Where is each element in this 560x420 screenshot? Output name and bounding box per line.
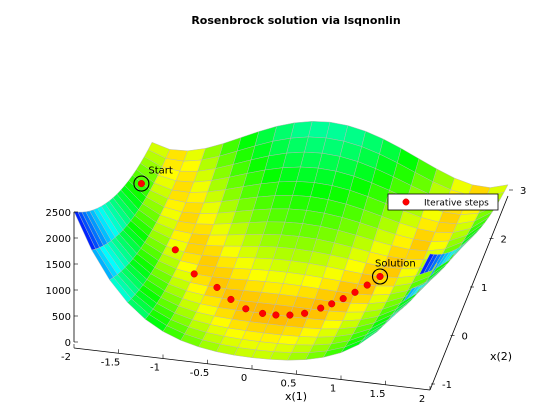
x-tick-label: 0: [241, 373, 247, 384]
surface-patch: [295, 336, 318, 346]
iterative-step-point: [328, 300, 336, 308]
x-tick-label: 0.5: [281, 378, 297, 389]
x-tick-label: 1.5: [370, 389, 386, 400]
z-tick-label: 500: [52, 312, 71, 323]
surface-patch: [175, 170, 198, 183]
legend-marker: [402, 198, 410, 206]
z-tick-label: 1500: [46, 260, 71, 271]
surface-patch: [320, 319, 344, 330]
surface-patch: [287, 352, 310, 361]
legend-entry-iterative-steps: Iterative steps: [424, 199, 489, 209]
iterative-step-point: [286, 311, 294, 319]
chart-title: Rosenbrock solution via lsqnonlin: [191, 14, 400, 27]
surface-patch: [195, 212, 218, 225]
iterative-step-point: [227, 295, 235, 303]
iterative-step-point: [351, 288, 359, 296]
x-tick-label: 1: [330, 384, 336, 395]
z-tick-label: 2000: [46, 234, 71, 245]
iterative-steps-markers: [137, 180, 384, 319]
iterative-step-point: [190, 270, 198, 278]
x-tick-label: -1.5: [101, 357, 121, 368]
iterative-step-point: [137, 180, 145, 188]
y-axis-label: x(2): [490, 350, 512, 363]
y-tick-label: 1: [481, 283, 487, 294]
z-tick-label: 1000: [46, 286, 71, 297]
y-axis-line: [429, 195, 509, 391]
solution-label: Solution: [375, 259, 416, 270]
legend: Iterative steps: [387, 193, 499, 211]
annotation-ring: [371, 268, 389, 285]
x-tick-label: -1: [150, 363, 160, 374]
iterative-step-point: [213, 283, 221, 291]
surface-patch: [346, 302, 369, 313]
surface-patch: [434, 221, 458, 233]
iterative-step-point: [376, 272, 384, 281]
iterative-step-point: [363, 281, 371, 289]
x-tick-label: -2: [61, 352, 71, 363]
surface-patch: [185, 191, 208, 204]
legend-box: [387, 193, 499, 211]
x-axis-label: x(1): [285, 390, 307, 403]
y-tick-label: 3: [520, 186, 526, 197]
annotation-ring: [133, 175, 150, 192]
iterative-step-point: [317, 304, 325, 312]
iterative-step-point: [259, 309, 267, 317]
rosenbrock-surface: [73, 121, 509, 361]
y-tick-label: 2: [501, 235, 507, 246]
start-label: Start: [148, 166, 173, 177]
iterative-step-point: [272, 311, 280, 319]
iterative-step-point: [339, 295, 347, 303]
z-tick-label: 0: [65, 338, 71, 349]
x-tick-labels: -2 -1.5 -1 -0.5 0 0.5 1 1.5 2: [61, 344, 431, 405]
z-tick-labels: 0 500 1000 1500 2000 2500: [46, 208, 78, 349]
y-tick-labels: -1 0 1 2 3: [431, 186, 526, 391]
iterative-step-point: [171, 246, 179, 254]
iterative-step-point: [301, 309, 309, 317]
z-tick-label: 2500: [46, 208, 71, 219]
annotations: Start Solution: [133, 166, 416, 285]
iterative-step-point: [242, 305, 250, 313]
y-tick-label: -1: [442, 380, 452, 391]
x-tick-label: -0.5: [190, 368, 210, 379]
surface-patch: [223, 234, 246, 247]
y-tick-label: 0: [462, 332, 468, 343]
surface-patch: [291, 344, 314, 353]
x-tick-label: 2: [419, 394, 425, 405]
